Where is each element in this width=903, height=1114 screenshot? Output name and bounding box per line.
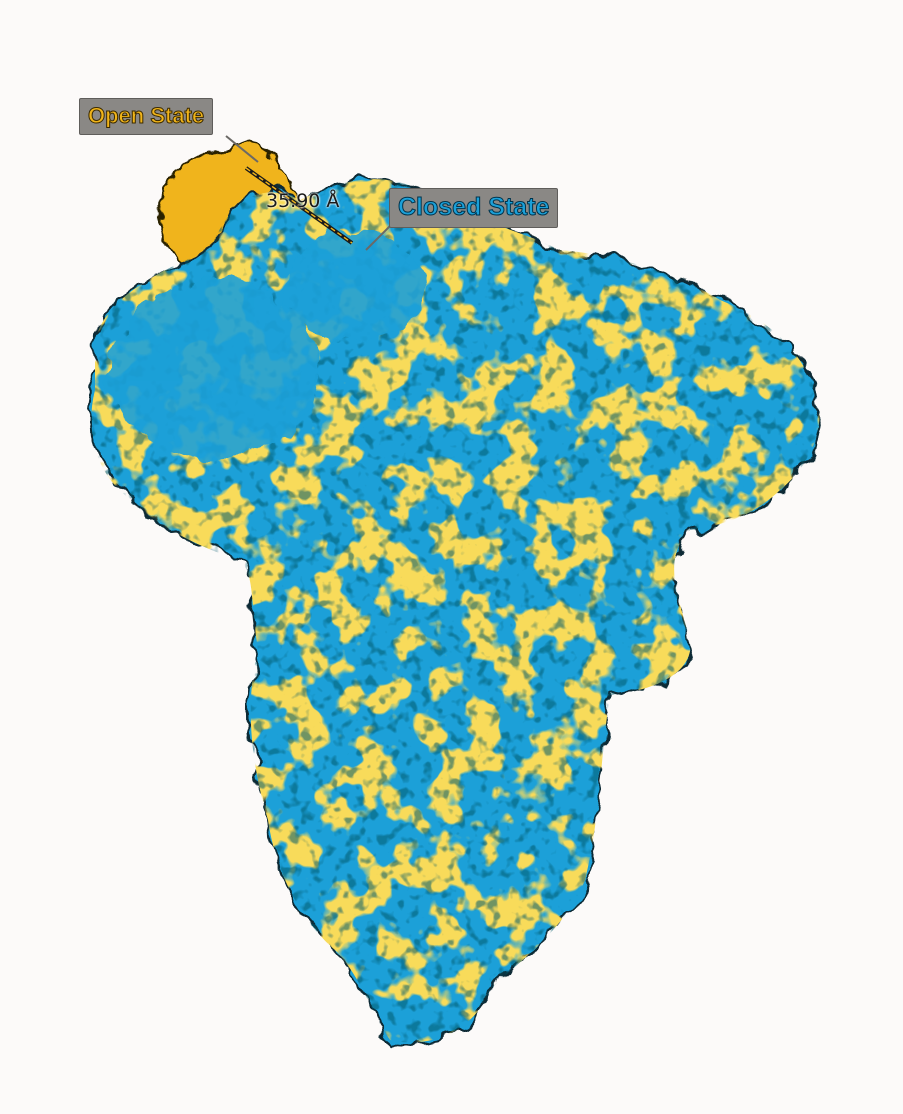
- closed-state-leader: [365, 223, 393, 251]
- distance-label: 35.90 Å: [266, 190, 340, 212]
- open-state-leader: [225, 135, 259, 163]
- distance-measure-line: [244, 166, 354, 245]
- closed-state-label: Closed State: [389, 188, 559, 228]
- open-state-label-text: Open State: [87, 103, 205, 129]
- closed-state-label-text: Closed State: [397, 193, 550, 222]
- open-state-label: Open State: [79, 98, 214, 135]
